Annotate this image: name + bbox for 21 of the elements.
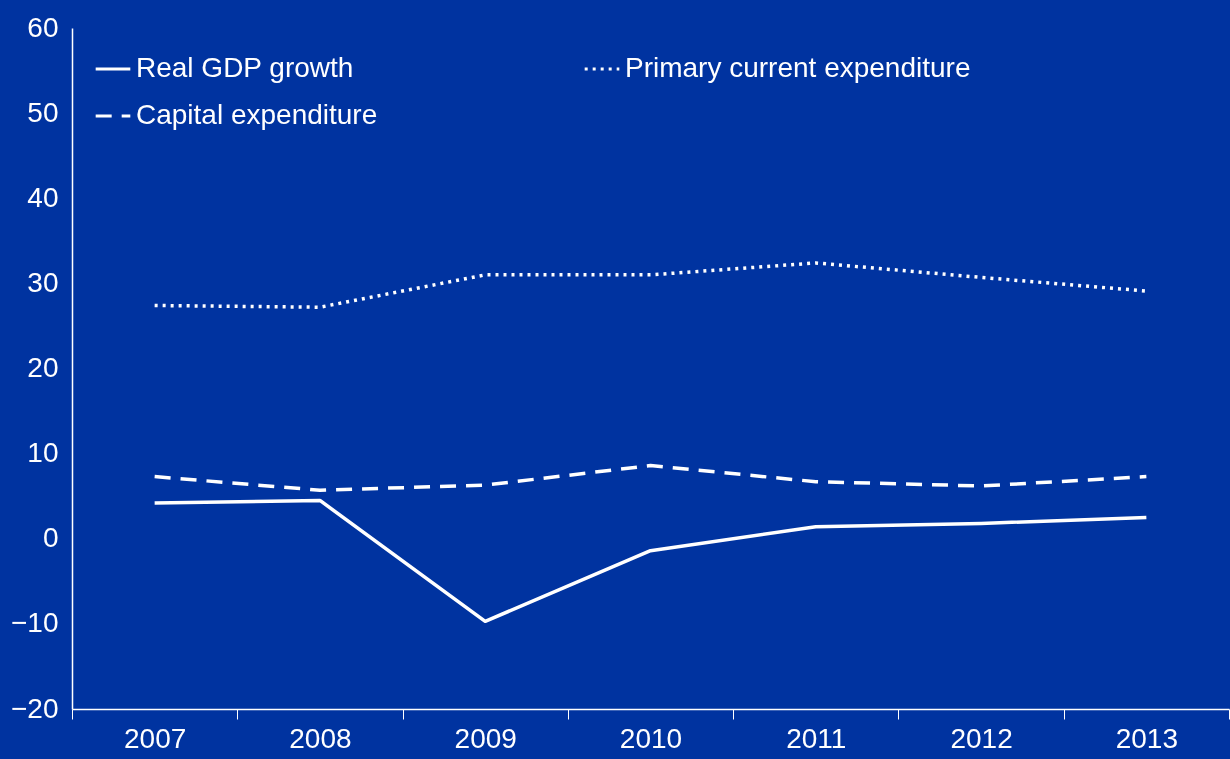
legend-label: Real GDP growth: [136, 52, 354, 83]
legend-label: Capital expenditure: [136, 99, 378, 130]
y-tick-label: 50: [27, 96, 59, 128]
x-tick-label: 2008: [289, 722, 352, 754]
y-tick-label: 20: [27, 352, 59, 383]
x-tick-label: 2013: [1115, 722, 1179, 754]
y-tick-label: 10: [27, 437, 59, 469]
y-tick-label: 40: [27, 181, 59, 213]
x-tick-label: 2010: [619, 722, 683, 754]
line-series: [152, 498, 1149, 624]
y-tick-label: 60: [27, 11, 59, 43]
y-tick-label: 30: [27, 266, 59, 298]
x-tick-label: 2012: [950, 722, 1013, 754]
x-tick-label: 2009: [454, 722, 517, 754]
x-tick-label: 2007: [123, 722, 187, 754]
line-series: [152, 463, 1149, 492]
legend-label: Primary current expenditure: [625, 52, 971, 83]
y-tick-label: 0: [42, 522, 59, 554]
x-tick-label: 2011: [786, 722, 847, 754]
y-tick-label: −20: [11, 692, 59, 724]
y-tick-label: −10: [11, 607, 59, 639]
